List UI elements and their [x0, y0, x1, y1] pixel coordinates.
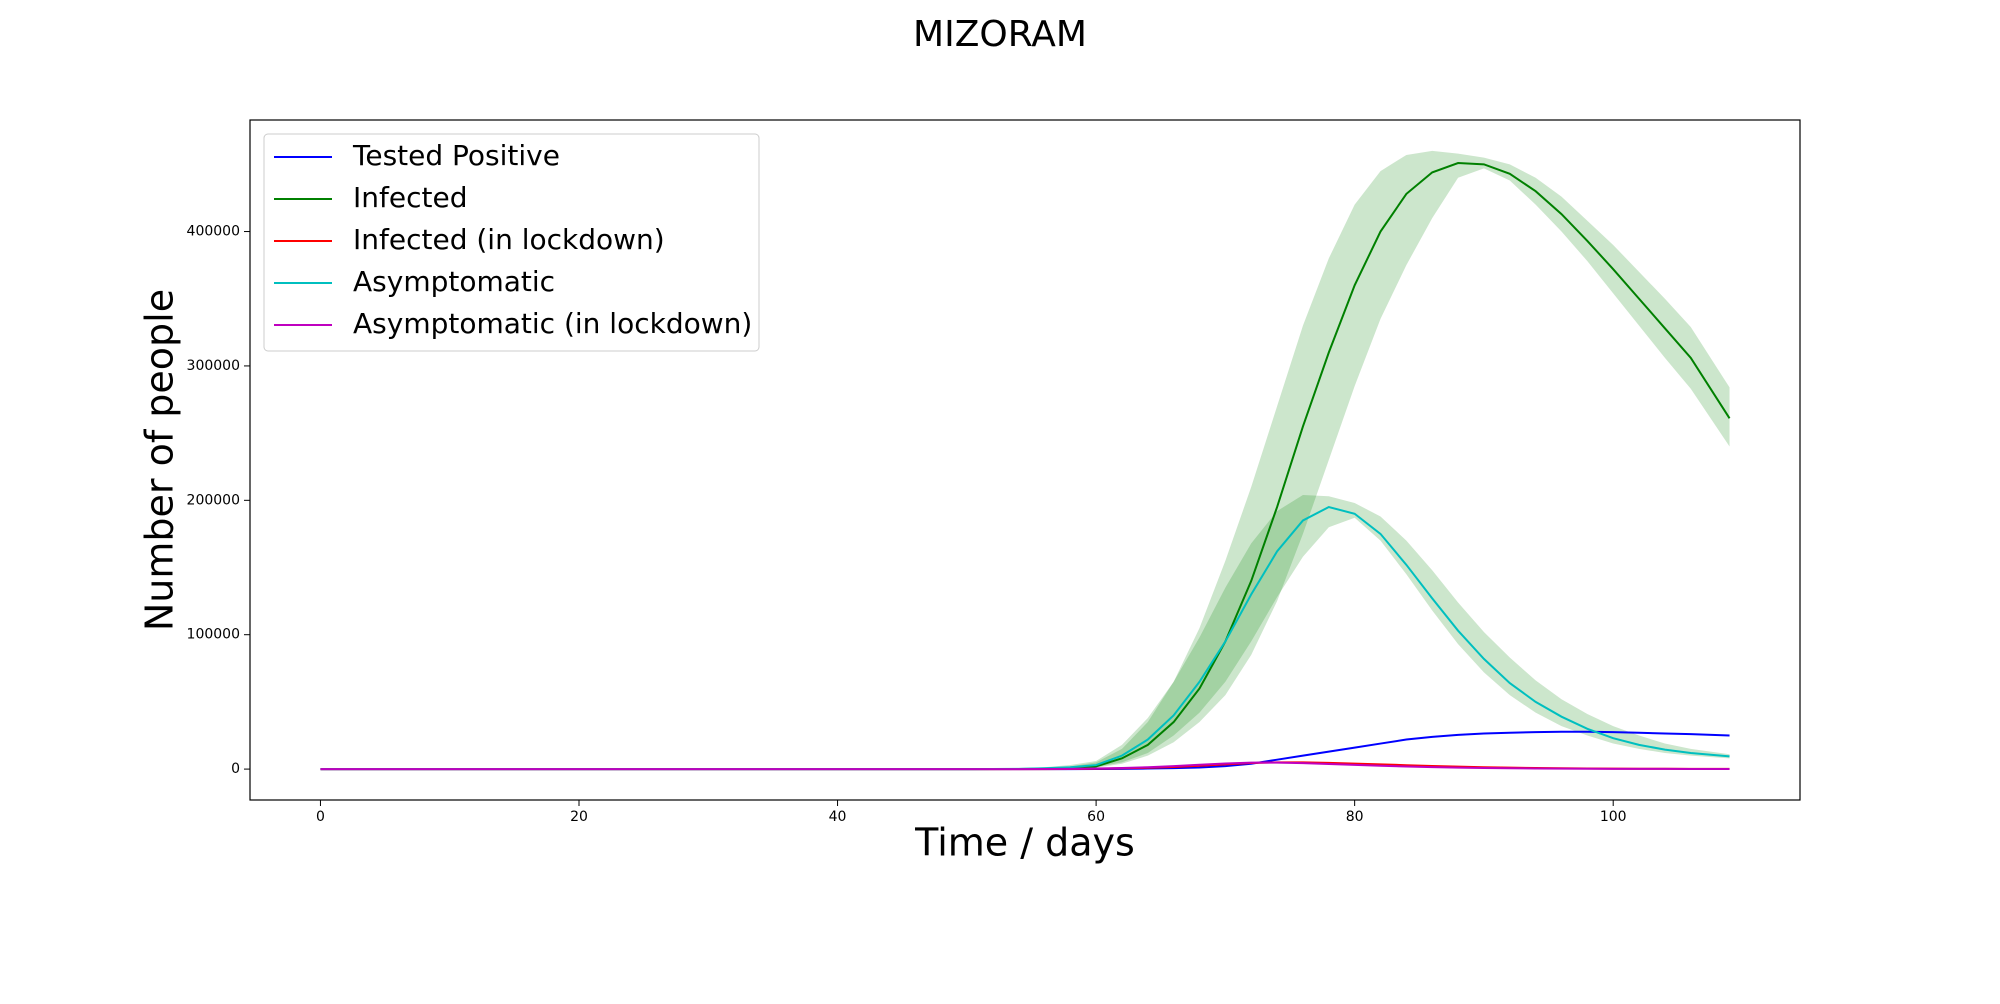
- x-axis-label: Time / days: [914, 821, 1135, 865]
- legend-label: Asymptomatic: [353, 265, 555, 298]
- y-tick-label: 100000: [187, 627, 240, 643]
- y-tick-label: 0: [231, 761, 240, 777]
- chart-title: MIZORAM: [913, 14, 1087, 55]
- y-tick-label: 200000: [187, 492, 240, 508]
- y-tick-label: 400000: [187, 224, 240, 240]
- y-axis-label: Number of people: [138, 289, 182, 631]
- x-tick-label: 100: [1600, 809, 1627, 825]
- legend-label: Infected (in lockdown): [353, 223, 665, 256]
- confidence-band: [320, 150, 1730, 770]
- x-tick-label: 60: [1087, 809, 1105, 825]
- legend-label: Tested Positive: [352, 139, 560, 172]
- legend-label: Asymptomatic (in lockdown): [353, 307, 752, 340]
- series-line: [320, 730, 1730, 771]
- series-line: [320, 761, 1730, 771]
- legend-box: [263, 133, 760, 352]
- x-tick-label: 20: [570, 809, 588, 825]
- legend-label: Infected: [353, 181, 467, 214]
- x-tick-label: 0: [316, 809, 325, 825]
- y-tick-label: 300000: [187, 358, 240, 374]
- x-tick-label: 80: [1346, 809, 1364, 825]
- confidence-band: [320, 494, 1730, 770]
- series-line: [320, 505, 1730, 771]
- plot-frame: [249, 119, 1801, 801]
- x-tick-label: 40: [829, 809, 847, 825]
